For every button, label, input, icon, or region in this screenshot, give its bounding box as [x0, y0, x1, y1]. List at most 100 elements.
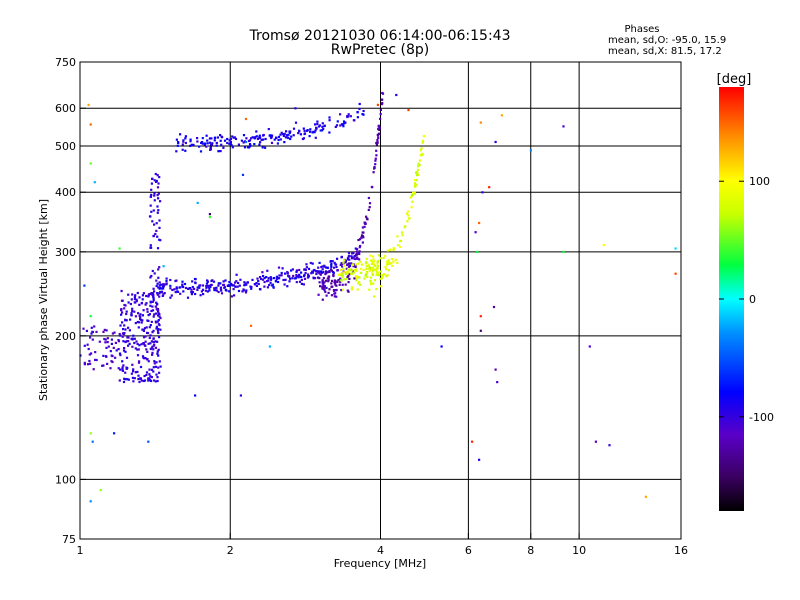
data-point — [103, 328, 106, 331]
data-point — [358, 258, 361, 261]
data-point — [340, 278, 343, 282]
data-point — [319, 285, 322, 288]
data-point — [357, 238, 360, 242]
data-point — [137, 321, 141, 324]
data-point — [154, 321, 158, 324]
data-point — [396, 261, 399, 264]
data-point — [284, 136, 287, 139]
data-point — [346, 256, 350, 260]
data-point — [155, 307, 158, 310]
data-point — [93, 325, 96, 328]
data-point — [121, 311, 124, 314]
data-point — [149, 301, 152, 304]
data-point — [220, 292, 224, 295]
data-point — [102, 364, 105, 367]
data-point — [142, 356, 145, 359]
data-point — [232, 288, 235, 291]
data-point — [232, 136, 235, 139]
data-point — [157, 182, 160, 185]
data-point — [385, 263, 389, 266]
data-point — [148, 377, 151, 380]
data-point — [365, 261, 368, 264]
data-point — [347, 281, 350, 284]
data-point — [151, 300, 154, 303]
data-point — [342, 125, 345, 128]
data-point — [122, 340, 125, 343]
data-point — [354, 247, 357, 250]
data-point — [488, 186, 491, 189]
data-point — [226, 141, 229, 145]
data-point — [105, 329, 108, 332]
data-point — [272, 285, 275, 288]
data-point — [248, 139, 252, 142]
data-point — [365, 273, 368, 276]
data-point — [125, 312, 128, 316]
data-point — [128, 329, 131, 332]
data-point — [181, 283, 184, 286]
data-point — [337, 273, 340, 276]
data-point — [219, 286, 223, 289]
data-point — [333, 279, 336, 282]
data-point — [295, 269, 298, 272]
data-point — [282, 134, 285, 137]
data-point — [124, 319, 127, 322]
data-point — [253, 283, 257, 286]
data-point — [175, 138, 178, 141]
data-point — [414, 185, 417, 188]
data-point — [392, 260, 395, 263]
data-point — [350, 272, 353, 275]
data-point — [309, 128, 312, 131]
data-point — [285, 134, 288, 137]
data-point — [152, 315, 155, 318]
data-point — [150, 188, 153, 191]
data-point — [365, 265, 368, 268]
data-point — [157, 276, 160, 279]
data-point — [153, 223, 156, 226]
data-point — [105, 346, 108, 349]
data-point — [277, 138, 280, 142]
data-point — [287, 133, 290, 136]
data-point — [369, 266, 372, 269]
colorbar-tick-label: 100 — [749, 175, 770, 188]
data-point — [319, 273, 322, 276]
data-point — [644, 495, 647, 498]
data-point — [355, 257, 359, 260]
data-point — [151, 353, 154, 356]
data-point — [370, 259, 373, 262]
data-point — [83, 363, 86, 366]
data-point — [347, 252, 351, 255]
data-point — [104, 338, 107, 341]
data-point — [119, 368, 122, 371]
data-point — [339, 124, 342, 127]
data-point — [329, 268, 332, 271]
data-point — [404, 225, 407, 228]
data-point — [330, 262, 333, 265]
data-point — [190, 293, 193, 296]
data-point — [353, 257, 356, 261]
data-point — [263, 280, 266, 284]
data-point — [123, 303, 126, 307]
data-point — [343, 259, 346, 262]
data-point — [133, 301, 136, 304]
data-point — [371, 273, 374, 276]
data-point — [136, 354, 140, 357]
data-point — [147, 360, 150, 363]
data-point — [170, 294, 173, 297]
data-point — [392, 247, 395, 250]
data-point — [208, 137, 211, 140]
data-point — [149, 334, 152, 337]
data-point — [140, 302, 143, 305]
data-point — [89, 362, 92, 365]
data-point — [224, 279, 227, 282]
data-point — [373, 167, 376, 170]
data-point — [107, 345, 110, 348]
data-point — [347, 255, 350, 258]
data-point — [275, 275, 278, 278]
data-point — [182, 140, 185, 143]
data-point — [262, 134, 265, 137]
data-point — [106, 362, 109, 365]
data-point — [416, 168, 420, 171]
data-point — [377, 274, 380, 277]
data-point — [376, 267, 379, 270]
data-point — [121, 366, 124, 369]
